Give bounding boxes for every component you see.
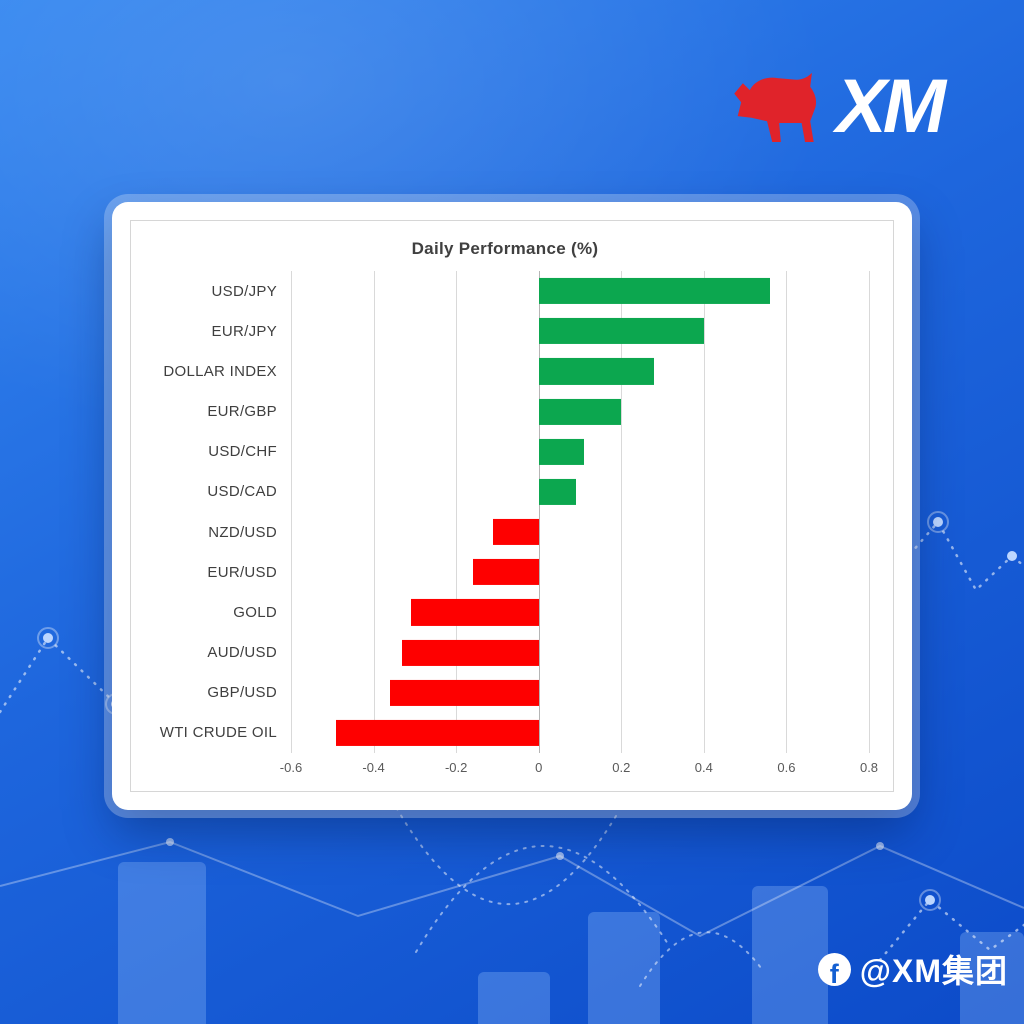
bar-usd-cad xyxy=(538,478,576,505)
category-label: USD/CHF xyxy=(208,443,277,461)
bar-row xyxy=(291,552,869,592)
bar-row xyxy=(291,592,869,632)
bar-usd-chf xyxy=(538,438,585,465)
category-label: WTI CRUDE OIL xyxy=(159,724,277,742)
x-tick-label: 0.2 xyxy=(612,760,631,775)
category-labels: USD/JPY EUR/JPY DOLLAR INDEX EUR/GBP USD/CHF… xyxy=(141,271,291,783)
gridline xyxy=(456,271,458,753)
gridline xyxy=(621,271,623,753)
category-label: AUD/USD xyxy=(207,644,277,662)
bar-row xyxy=(291,472,869,512)
bar-nzd-usd xyxy=(493,519,539,546)
category-label: EUR/GBP xyxy=(207,403,277,421)
bar-aud-usd xyxy=(402,639,539,666)
xm-logo: XM xyxy=(732,66,948,148)
bar-row xyxy=(291,673,869,713)
category-label: GOLD xyxy=(233,603,277,621)
chart-body: USD/JPY EUR/JPY DOLLAR INDEX EUR/GBP USD/CHF… xyxy=(141,271,878,783)
xm-logo-text: XM xyxy=(836,64,946,149)
bar-gold xyxy=(410,599,539,626)
bar-rows xyxy=(291,271,869,753)
decor-bars xyxy=(118,862,1024,1024)
x-tick-label: -0.2 xyxy=(444,760,468,775)
x-axis: -0.6 -0.4 -0.2 0 0.2 0.4 0.6 0.8 xyxy=(280,753,878,783)
x-tick-label: 0.8 xyxy=(859,760,879,775)
social-handle: f @XM集团 xyxy=(817,946,1008,992)
x-tick-label: -0.4 xyxy=(362,760,385,775)
bar-eur-usd xyxy=(472,559,539,586)
social-handle-text: @XM集团 xyxy=(859,953,1008,989)
x-tick-label: 0 xyxy=(535,760,543,775)
decor-line-nodes xyxy=(166,838,884,860)
bar-row xyxy=(291,351,869,391)
gridline xyxy=(291,271,292,753)
facebook-f-glyph: f xyxy=(829,958,839,986)
x-tick-label: 0.6 xyxy=(777,760,796,775)
bar-row xyxy=(291,392,869,432)
category-label: EUR/USD xyxy=(207,563,277,581)
bar-row xyxy=(291,713,869,753)
bar-dollar-index xyxy=(538,358,655,385)
bar-row xyxy=(291,633,869,673)
gridline xyxy=(538,271,540,753)
facebook-icon: f xyxy=(817,952,851,986)
bar-gbp-usd xyxy=(390,679,539,706)
bar-eur-gbp xyxy=(538,398,622,425)
gridline xyxy=(786,271,788,753)
decor-dotted-curves xyxy=(391,799,765,987)
x-tick-label: -0.6 xyxy=(279,760,303,775)
bar-row xyxy=(291,512,869,552)
category-label: EUR/JPY xyxy=(211,322,277,340)
category-label: GBP/USD xyxy=(207,684,277,702)
bar-usd-jpy xyxy=(538,278,770,305)
bar-eur-jpy xyxy=(538,318,704,345)
bar-row xyxy=(291,271,869,311)
x-tick-label: 0.4 xyxy=(694,760,713,775)
chart-frame: Daily Performance (%) USD/JPY EUR/JPY DOLL… xyxy=(130,220,894,792)
category-label: USD/CAD xyxy=(207,483,277,501)
bar-row xyxy=(291,432,869,472)
gridline xyxy=(373,271,375,753)
xm-bull-icon xyxy=(734,72,817,142)
chart-card: Daily Performance (%) USD/JPY EUR/JPY DOLL… xyxy=(112,202,912,810)
bar-row xyxy=(291,311,869,351)
plot-area xyxy=(291,271,870,753)
category-label: DOLLAR INDEX xyxy=(163,362,277,380)
gridline xyxy=(869,271,870,753)
category-label: USD/JPY xyxy=(211,282,277,300)
decor-line-chart xyxy=(0,840,1024,938)
category-label: NZD/USD xyxy=(208,523,277,541)
chart-title: Daily Performance (%) xyxy=(411,239,599,258)
plot-column: -0.6 -0.4 -0.2 0 0.2 0.4 0.6 0.8 xyxy=(280,271,878,783)
gridline xyxy=(703,271,705,753)
bar-wti-crude-oil xyxy=(336,719,539,747)
